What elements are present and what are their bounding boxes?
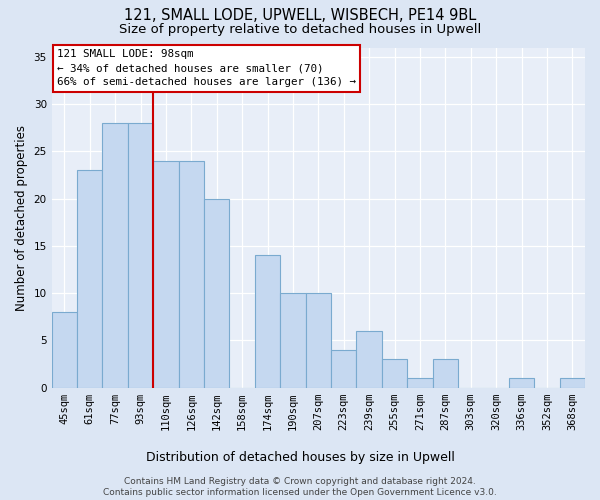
Text: 121 SMALL LODE: 98sqm
← 34% of detached houses are smaller (70)
66% of semi-deta: 121 SMALL LODE: 98sqm ← 34% of detached …	[57, 49, 356, 87]
Text: Contains HM Land Registry data © Crown copyright and database right 2024.: Contains HM Land Registry data © Crown c…	[124, 476, 476, 486]
Text: Size of property relative to detached houses in Upwell: Size of property relative to detached ho…	[119, 22, 481, 36]
Bar	[305, 293, 331, 388]
Bar	[509, 378, 534, 388]
Bar	[433, 360, 458, 388]
Bar	[407, 378, 433, 388]
Text: 121, SMALL LODE, UPWELL, WISBECH, PE14 9BL: 121, SMALL LODE, UPWELL, WISBECH, PE14 9…	[124, 8, 476, 22]
Bar	[103, 123, 128, 388]
Y-axis label: Number of detached properties: Number of detached properties	[15, 124, 28, 310]
Bar	[255, 256, 280, 388]
Bar	[560, 378, 585, 388]
Bar	[77, 170, 103, 388]
Bar	[128, 123, 153, 388]
Text: Distribution of detached houses by size in Upwell: Distribution of detached houses by size …	[146, 451, 454, 464]
Bar	[356, 331, 382, 388]
Bar	[280, 293, 305, 388]
Bar	[52, 312, 77, 388]
Bar	[331, 350, 356, 388]
Bar	[204, 198, 229, 388]
Text: Contains public sector information licensed under the Open Government Licence v3: Contains public sector information licen…	[103, 488, 497, 497]
Bar	[382, 360, 407, 388]
Bar	[153, 161, 179, 388]
Bar	[179, 161, 204, 388]
